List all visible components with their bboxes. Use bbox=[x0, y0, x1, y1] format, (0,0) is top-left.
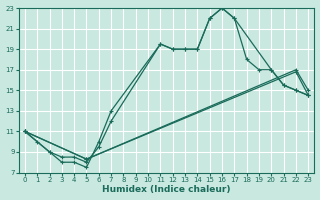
X-axis label: Humidex (Indice chaleur): Humidex (Indice chaleur) bbox=[102, 185, 231, 194]
